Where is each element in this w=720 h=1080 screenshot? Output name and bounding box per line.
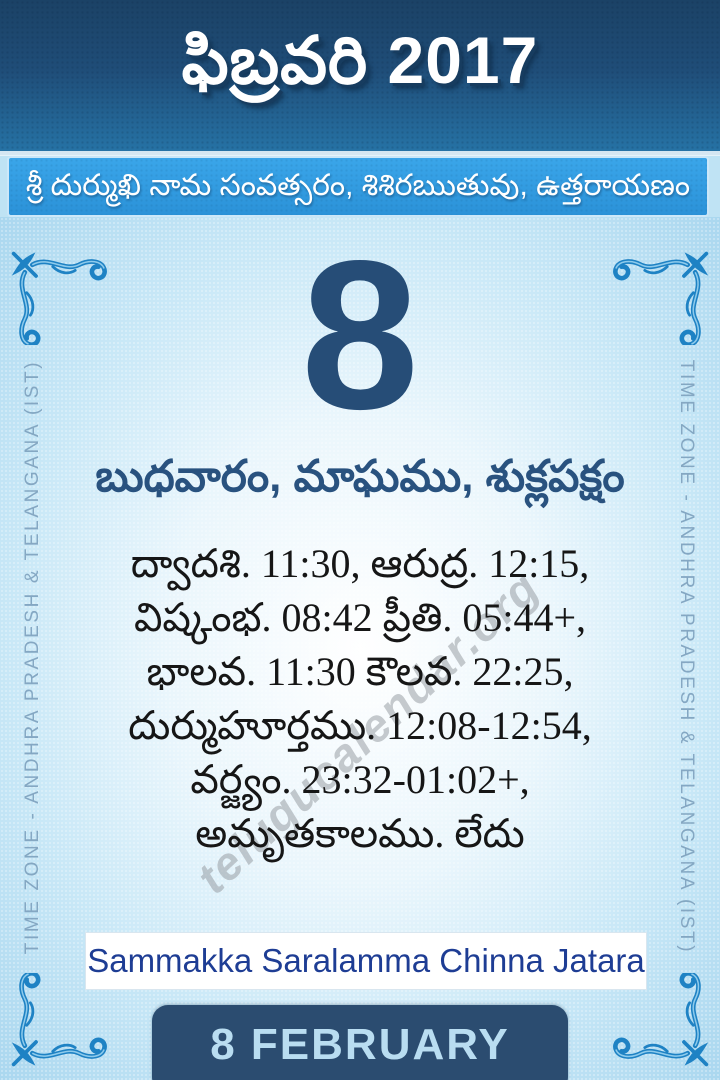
footer-date-box: 8 FEBRUARY 2017 <box>152 1005 568 1080</box>
panchang-line: వర్జ్యం. 23:32-01:02+, <box>190 757 530 802</box>
event-name: Sammakka Saralamma Chinna Jatara <box>87 942 645 979</box>
header-banner: ఫిబ్రవరి 2017 <box>0 0 720 155</box>
header-divider <box>0 151 720 156</box>
panchang-line: అమృతకాలము. లేదు <box>195 811 525 856</box>
panchang-line: దుర్ముహూర్తము. 12:08-12:54, <box>128 703 592 748</box>
day-summary: బుధవారం, మాఘము, శుక్లపక్షం <box>95 452 625 501</box>
event-box: Sammakka Saralamma Chinna Jatara <box>85 932 647 990</box>
samvatsara-band: శ్రీ దుర్ముఖి నామ సంవత్సరం, శిశిరఋతువు, … <box>7 156 709 217</box>
page-title: ఫిబ్రవరి 2017 <box>181 23 539 97</box>
panchang-line: ద్వాదశి. 11:30, ఆరుద్ర. 12:15, <box>130 541 590 586</box>
panchang-line: భాలవ. 11:30 కౌలవ. 22:25, <box>146 649 574 694</box>
samvatsara-text: శ్రీ దుర్ముఖి నామ సంవత్సరం, శిశిరఋతువు, … <box>25 169 691 202</box>
day-number: 8 <box>301 216 419 453</box>
panchang-line: విష్కంభ. 08:42 ప్రీతి. 05:44+, <box>133 595 587 640</box>
footer-date-label: 8 FEBRUARY 2017 <box>210 1020 510 1069</box>
panchang-block: ద్వాదశి. 11:30, ఆరుద్ర. 12:15, విష్కంభ. … <box>30 537 690 861</box>
